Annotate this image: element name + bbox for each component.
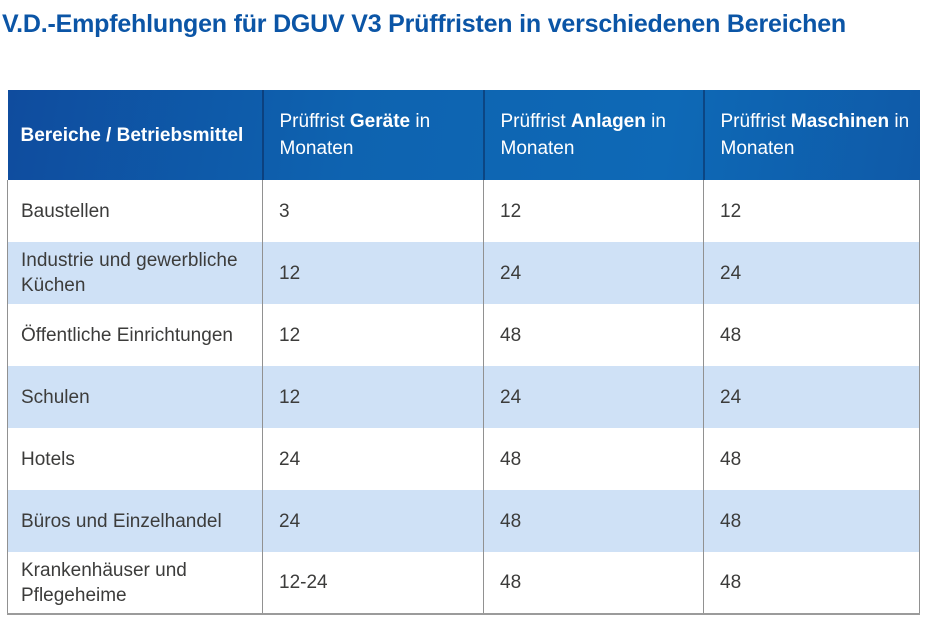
maschinen-cell: 24 [703,366,920,428]
pruffristen-table: Bereiche / Betriebsmittel Prüffrist Gerä… [7,90,920,615]
table-row: Öffentliche Einrichtungen 12 48 48 [7,304,920,366]
bereich-cell: Öffentliche Einrichtungen [7,304,263,366]
maschinen-cell: 48 [703,490,920,552]
table-header: Bereiche / Betriebsmittel Prüffrist Gerä… [7,90,920,180]
bereich-cell: Hotels [7,428,263,490]
geraete-cell: 12 [262,304,484,366]
anlagen-cell: 12 [483,180,704,242]
header-label-suffix: in Monaten [720,111,910,159]
maschinen-cell: 12 [703,180,920,242]
anlagen-cell: 48 [483,552,704,614]
maschinen-cell: 24 [703,242,920,304]
header-cell-maschinen: Prüffrist Maschinen in Monaten [702,90,920,180]
geraete-cell: 12 [262,366,484,428]
header-label-emphasis: Bereiche / Betriebsmittel [20,124,244,146]
geraete-cell: 24 [262,428,484,490]
geraete-cell: 3 [262,180,484,242]
maschinen-cell: 48 [703,428,920,490]
header-row: Bereiche / Betriebsmittel Prüffrist Gerä… [7,90,920,180]
geraete-cell: 12-24 [262,552,484,614]
header-cell-bereiche: Bereiche / Betriebsmittel [8,90,263,180]
header-label-suffix: in Monaten [279,111,431,159]
header-label-emphasis: Anlagen [570,111,646,132]
geraete-cell: 24 [262,490,484,552]
header-label-emphasis: Maschinen [790,111,890,132]
bereich-cell: Büros und Einzelhandel [7,490,263,552]
table-row: Krankenhäuser und Pflegeheime 12-24 48 4… [7,552,920,614]
anlagen-cell: 48 [483,490,704,552]
bereich-cell: Krankenhäuser und Pflegeheime [7,552,263,614]
header-label-suffix: in Monaten [500,111,666,159]
page-title: V.D.-Empfehlungen für DGUV V3 Prüffriste… [2,10,847,38]
table-row: Hotels 24 48 48 [7,428,920,490]
anlagen-cell: 24 [483,366,704,428]
bereich-cell: Schulen [7,366,263,428]
anlagen-cell: 24 [483,242,704,304]
header-label-prefix: Prüffrist [279,111,350,132]
maschinen-cell: 48 [703,304,920,366]
header-label-emphasis: Geräte [349,111,411,132]
geraete-cell: 12 [262,242,484,304]
header-label-prefix: Prüffrist [720,111,791,132]
maschinen-cell: 48 [703,552,920,614]
anlagen-cell: 48 [483,304,704,366]
table-row: Büros und Einzelhandel 24 48 48 [7,490,920,552]
table-row: Baustellen 3 12 12 [7,180,920,242]
bereich-cell: Baustellen [7,180,263,242]
table-row: Schulen 12 24 24 [7,366,920,428]
header-cell-anlagen: Prüffrist Anlagen in Monaten [482,90,704,180]
table-row: Industrie und gewerbliche Küchen 12 24 2… [7,242,920,304]
header-label-prefix: Prüffrist [500,111,571,132]
table-body: Baustellen 3 12 12 Industrie und gewerbl… [7,180,920,614]
header-cell-geraete: Prüffrist Geräte in Monaten [261,90,484,180]
bereich-cell: Industrie und gewerbliche Küchen [7,242,263,304]
anlagen-cell: 48 [483,428,704,490]
